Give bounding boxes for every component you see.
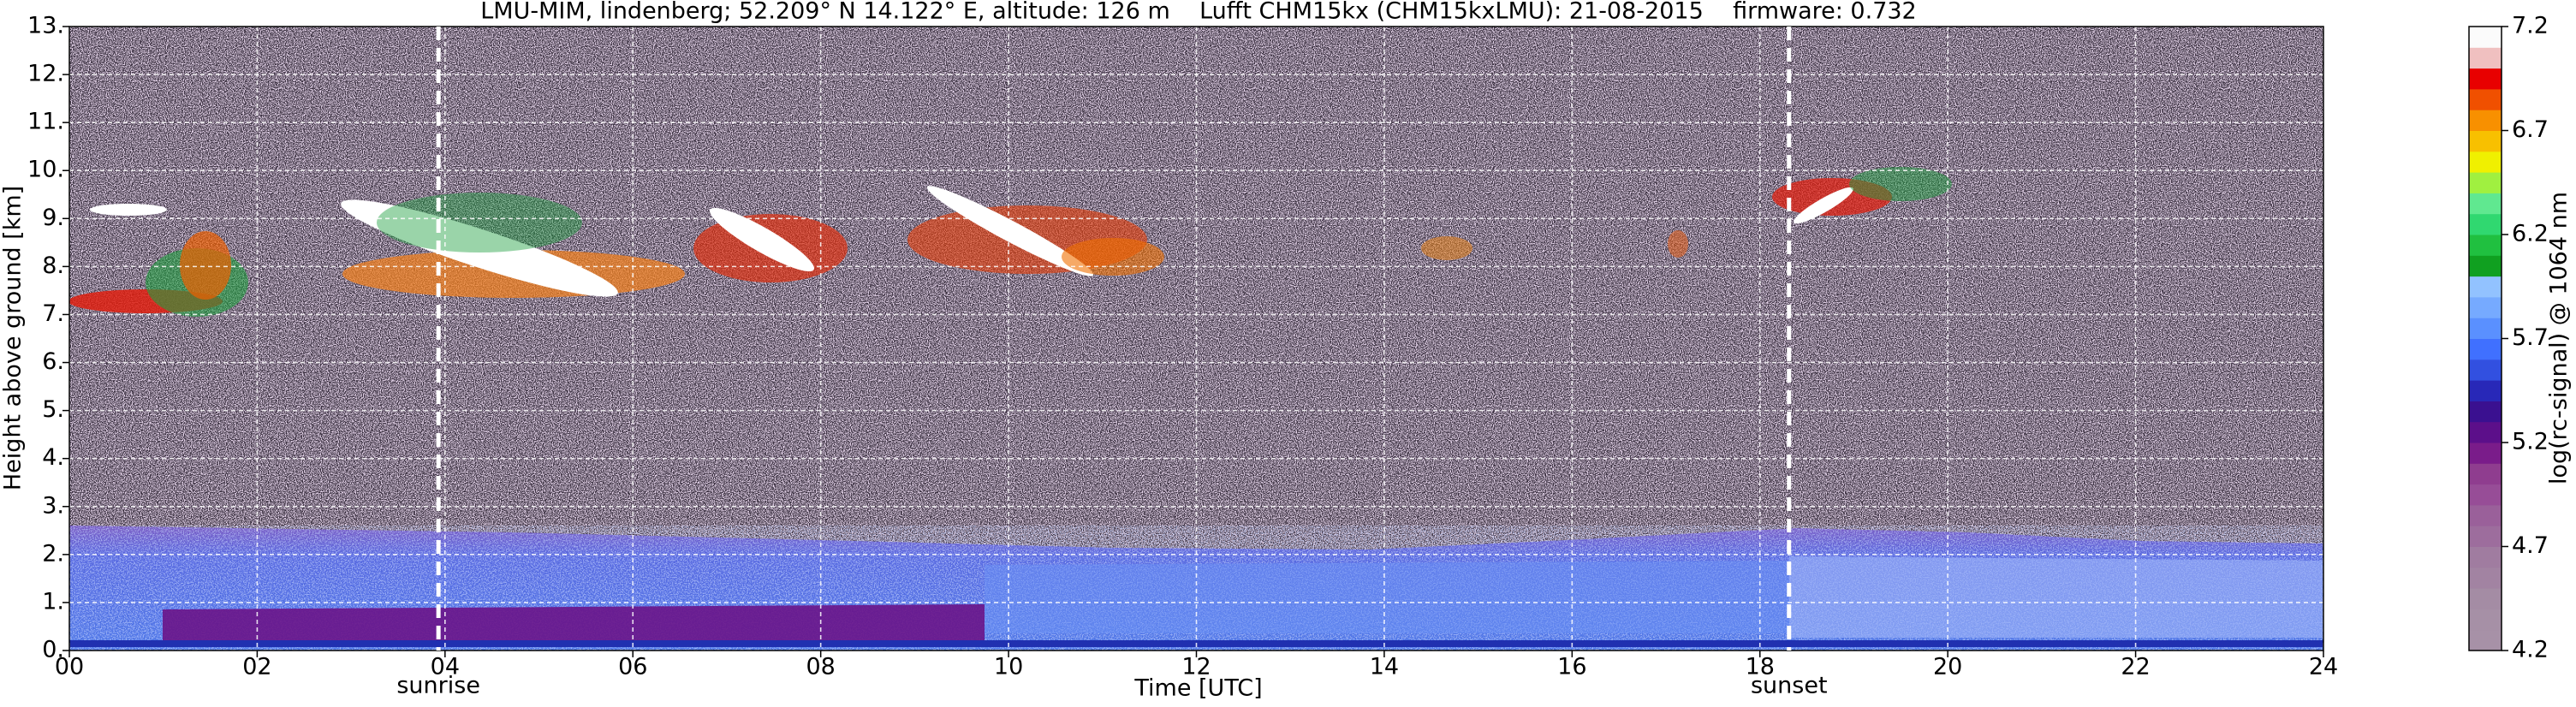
colorbar-band <box>2469 359 2502 381</box>
y-tick-label: 3. <box>42 492 64 519</box>
colorbar-band <box>2469 609 2502 631</box>
y-tick-label: 10. <box>27 157 64 183</box>
colorbar-band <box>2469 401 2502 423</box>
colorbar-band <box>2469 463 2502 485</box>
colorbar-tick-label: 7.2 <box>2512 13 2549 39</box>
y-tick-label: 12. <box>27 61 64 87</box>
colorbar-band <box>2469 588 2502 609</box>
colorbar-tick-label: 6.2 <box>2512 221 2549 247</box>
colorbar-band <box>2469 130 2502 152</box>
x-tick-label: 08 <box>806 654 835 680</box>
colorbar-label: log(rc-signal) @ 1064 nm <box>2546 192 2573 484</box>
x-tick-label: 18 <box>1746 654 1775 680</box>
colorbar-band <box>2469 296 2502 318</box>
x-tick-label: 02 <box>242 654 271 680</box>
colorbar-band <box>2469 172 2502 193</box>
colorbar-band <box>2469 47 2502 69</box>
colorbar-band <box>2469 235 2502 256</box>
x-tick-label: 00 <box>55 654 84 680</box>
x-axis-label: Time [UTC] <box>1133 675 1262 702</box>
x-tick-label: 04 <box>431 654 460 680</box>
y-tick-label: 0. <box>42 637 64 663</box>
residual-layer <box>163 604 985 640</box>
colorbar-band <box>2469 213 2502 235</box>
colorbar-band <box>2469 110 2502 131</box>
x-tick-label: 14 <box>1370 654 1399 680</box>
annotation-label: sunrise <box>396 673 480 699</box>
colorbar-band <box>2469 88 2502 110</box>
y-tick-label: 8. <box>42 253 64 279</box>
y-tick-label: 13. <box>27 13 64 39</box>
y-tick-label: 1. <box>42 588 64 615</box>
colorbar-band <box>2469 526 2502 547</box>
y-tick-label: 7. <box>42 300 64 327</box>
mixed-layer <box>1789 556 2323 638</box>
colorbar-band <box>2469 338 2502 360</box>
x-tick-label: 10 <box>994 654 1023 680</box>
y-axis-label: Height above ground [km] <box>0 186 27 490</box>
colorbar-band <box>2469 443 2502 464</box>
colorbar-tick-label: 4.2 <box>2512 637 2549 663</box>
colorbar-band <box>2469 276 2502 298</box>
colorbar-band <box>2469 68 2502 90</box>
x-tick-label: 06 <box>618 654 647 680</box>
colorbar-band <box>2469 567 2502 589</box>
y-tick-label: 4. <box>42 444 64 471</box>
clouds <box>69 167 1952 317</box>
x-tick-label: 24 <box>2309 654 2338 680</box>
colorbar-band <box>2469 504 2502 526</box>
y-tick-label: 6. <box>42 348 64 375</box>
x-tick-label: 22 <box>2121 654 2150 680</box>
chart-title: LMU-MIM, lindenberg; 52.209° N 14.122° E… <box>480 0 1916 25</box>
colorbar-band <box>2469 484 2502 506</box>
colorbar-band <box>2469 27 2502 48</box>
colorbar-tick-label: 5.7 <box>2512 324 2549 351</box>
colorbar-tick-label: 6.7 <box>2512 116 2549 143</box>
annotation-label: sunset <box>1751 673 1828 699</box>
y-tick-label: 11. <box>27 109 64 135</box>
colorbar-band <box>2469 151 2502 173</box>
colorbar-band <box>2469 193 2502 215</box>
colorbar-band <box>2469 421 2502 443</box>
colorbar-band <box>2469 629 2502 651</box>
colorbar-tick-label: 5.2 <box>2512 429 2549 455</box>
y-tick-label: 9. <box>42 205 64 231</box>
y-tick-label: 5. <box>42 396 64 423</box>
x-tick-label: 16 <box>1557 654 1586 680</box>
colorbar-band <box>2469 380 2502 401</box>
mixed-layer <box>985 561 1789 633</box>
colorbar-band <box>2469 255 2502 277</box>
x-tick-label: 20 <box>1933 654 1962 680</box>
x-tick-label: 12 <box>1181 654 1211 680</box>
y-tick-label: 2. <box>42 540 64 567</box>
colorbar-band <box>2469 318 2502 339</box>
colorbar-tick-label: 4.7 <box>2512 532 2549 559</box>
colorbar-band <box>2469 546 2502 568</box>
